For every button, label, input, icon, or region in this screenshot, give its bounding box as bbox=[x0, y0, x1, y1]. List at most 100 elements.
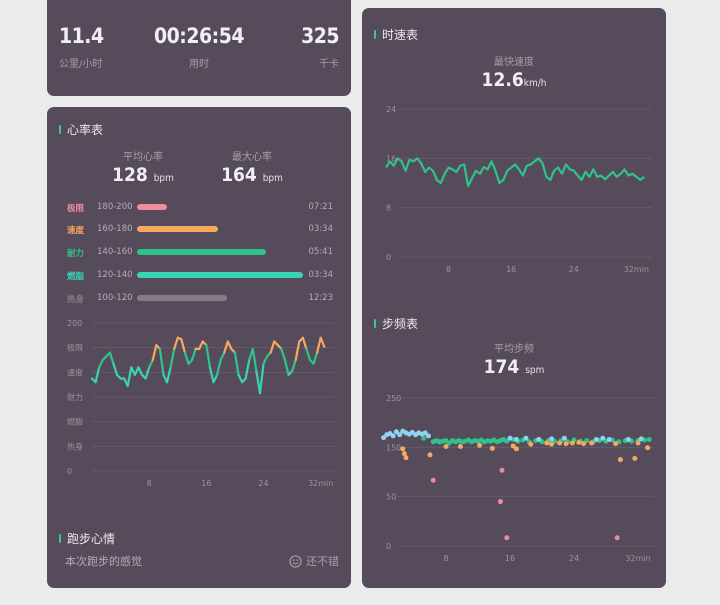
cadence-point bbox=[536, 436, 542, 442]
zone-time: 05:41 bbox=[308, 247, 334, 257]
zone-time: 12:23 bbox=[308, 293, 334, 303]
heart-rate-segment bbox=[269, 340, 276, 354]
cadence-point bbox=[397, 432, 403, 438]
duration-stat: 00:26:54 用时 bbox=[47, 24, 351, 70]
zone-range: 120-140 bbox=[97, 270, 133, 280]
cadence-point bbox=[593, 436, 599, 442]
cadence-point bbox=[507, 435, 513, 441]
duration-value: 00:26:54 bbox=[154, 24, 245, 48]
section-marker bbox=[374, 30, 376, 39]
zone-name: 燃脂 bbox=[67, 272, 85, 282]
x-tick-label: 8 bbox=[443, 554, 448, 563]
y-tick-label: 0 bbox=[386, 542, 391, 551]
smiley-icon bbox=[289, 554, 302, 568]
heart-rate-segment bbox=[219, 351, 226, 362]
mood-title: 跑步心情 bbox=[67, 532, 116, 546]
cadence-point bbox=[617, 457, 623, 463]
x-tick-label: 16 bbox=[506, 265, 516, 274]
cadence-point bbox=[504, 535, 510, 541]
cadence-point bbox=[625, 436, 631, 442]
x-tick-label: 32min bbox=[308, 479, 333, 488]
cadence-point bbox=[584, 438, 590, 444]
heart-rate-card: 心率表 平均心率 128 bpm 最大心率 164 bpm 极限 180-200… bbox=[47, 107, 351, 588]
heart-rate-segment bbox=[137, 366, 144, 376]
cadence-point bbox=[390, 433, 396, 439]
cadence-point bbox=[646, 436, 652, 442]
heart-rate-segment bbox=[151, 344, 158, 362]
cadence-point bbox=[400, 446, 406, 452]
speed-chart: 24 16 8 0 8 16 24 32min bbox=[385, 105, 652, 274]
max-heart-rate: 最大心率 164 bpm bbox=[216, 148, 288, 186]
zone-time: 03:34 bbox=[308, 224, 334, 234]
cadence-point bbox=[600, 435, 606, 441]
x-tick-label: 32min bbox=[625, 554, 650, 563]
heart-rate-segment bbox=[244, 358, 251, 380]
section-marker bbox=[59, 534, 61, 543]
zone-name: 极限 bbox=[67, 204, 85, 214]
avg-cadence-value: 174 bbox=[483, 356, 520, 378]
heart-rate-segment bbox=[226, 340, 233, 351]
mood-row[interactable]: 本次跑步的感觉 还不错 bbox=[65, 553, 339, 569]
heart-rate-segment bbox=[280, 347, 287, 362]
cadence-point bbox=[401, 451, 407, 457]
calories-value: 325 bbox=[301, 24, 339, 48]
max-heart-rate-label: 最大心率 bbox=[232, 152, 272, 163]
y-tick-label: 50 bbox=[386, 493, 396, 502]
mood-answer-group[interactable]: 还不错 bbox=[289, 553, 339, 569]
heart-rate-segment bbox=[233, 351, 240, 376]
cadence-point bbox=[421, 435, 427, 441]
cadence-point bbox=[549, 441, 555, 447]
mood-answer: 还不错 bbox=[306, 555, 339, 568]
cadence-chart: 250 150 50 0 8 16 24 32min bbox=[381, 394, 654, 563]
cadence-point bbox=[613, 441, 619, 447]
cadence-point bbox=[563, 441, 569, 447]
cadence-point bbox=[614, 535, 620, 541]
zone-row: 速度 160-180 03:34 bbox=[67, 223, 333, 237]
cadence-point bbox=[549, 436, 555, 442]
y-tick-label: 150 bbox=[386, 443, 401, 452]
heart-rate-segment bbox=[198, 340, 204, 351]
heart-rate-segment bbox=[169, 347, 176, 369]
heart-rate-segment bbox=[258, 362, 265, 395]
max-speed-value: 12.6 bbox=[481, 69, 524, 91]
y-tick-label: 8 bbox=[386, 204, 391, 213]
cadence-point bbox=[589, 440, 595, 446]
section-marker bbox=[59, 125, 61, 134]
heart-rate-segment bbox=[319, 336, 326, 348]
avg-cadence-label: 平均步频 bbox=[494, 344, 534, 355]
heart-rate-segment bbox=[144, 366, 151, 380]
avg-heart-rate-unit: bpm bbox=[153, 173, 174, 184]
y-tick-label: 250 bbox=[386, 394, 401, 403]
heart-rate-segment bbox=[126, 366, 133, 388]
avg-heart-rate-value: 128 bbox=[112, 164, 148, 186]
cadence-point bbox=[635, 440, 641, 446]
cadence-point bbox=[477, 442, 483, 448]
heart-rate-segment bbox=[215, 358, 222, 376]
heart-rate-segment bbox=[148, 358, 154, 369]
y-tick-label: 燃脂 bbox=[67, 417, 83, 427]
heart-rate-segment bbox=[294, 340, 301, 362]
zone-name: 速度 bbox=[67, 226, 85, 236]
cadence-point bbox=[430, 477, 436, 483]
zone-row: 极限 180-200 07:21 bbox=[67, 201, 333, 215]
x-tick-label: 24 bbox=[258, 479, 268, 488]
y-tick-label: 0 bbox=[67, 467, 72, 476]
x-tick-label: 24 bbox=[569, 265, 579, 274]
zone-time: 03:34 bbox=[308, 270, 334, 280]
y-tick-label: 速度 bbox=[67, 367, 83, 377]
zone-bar bbox=[137, 295, 227, 301]
y-tick-label: 200 bbox=[67, 319, 82, 328]
speed-title: 时速表 bbox=[382, 28, 419, 42]
cadence-point bbox=[489, 445, 495, 451]
cadence-point bbox=[513, 436, 519, 442]
cadence-point bbox=[632, 455, 638, 461]
max-speed-label: 最快速度 bbox=[494, 57, 534, 68]
cadence-point bbox=[561, 435, 567, 441]
zone-row: 耐力 140-160 05:41 bbox=[67, 246, 333, 260]
max-heart-rate-value: 164 bbox=[221, 164, 257, 186]
x-tick-label: 8 bbox=[446, 265, 451, 274]
cadence-point bbox=[425, 433, 431, 439]
y-tick-label: 24 bbox=[386, 105, 396, 114]
heart-rate-segment bbox=[190, 347, 197, 362]
